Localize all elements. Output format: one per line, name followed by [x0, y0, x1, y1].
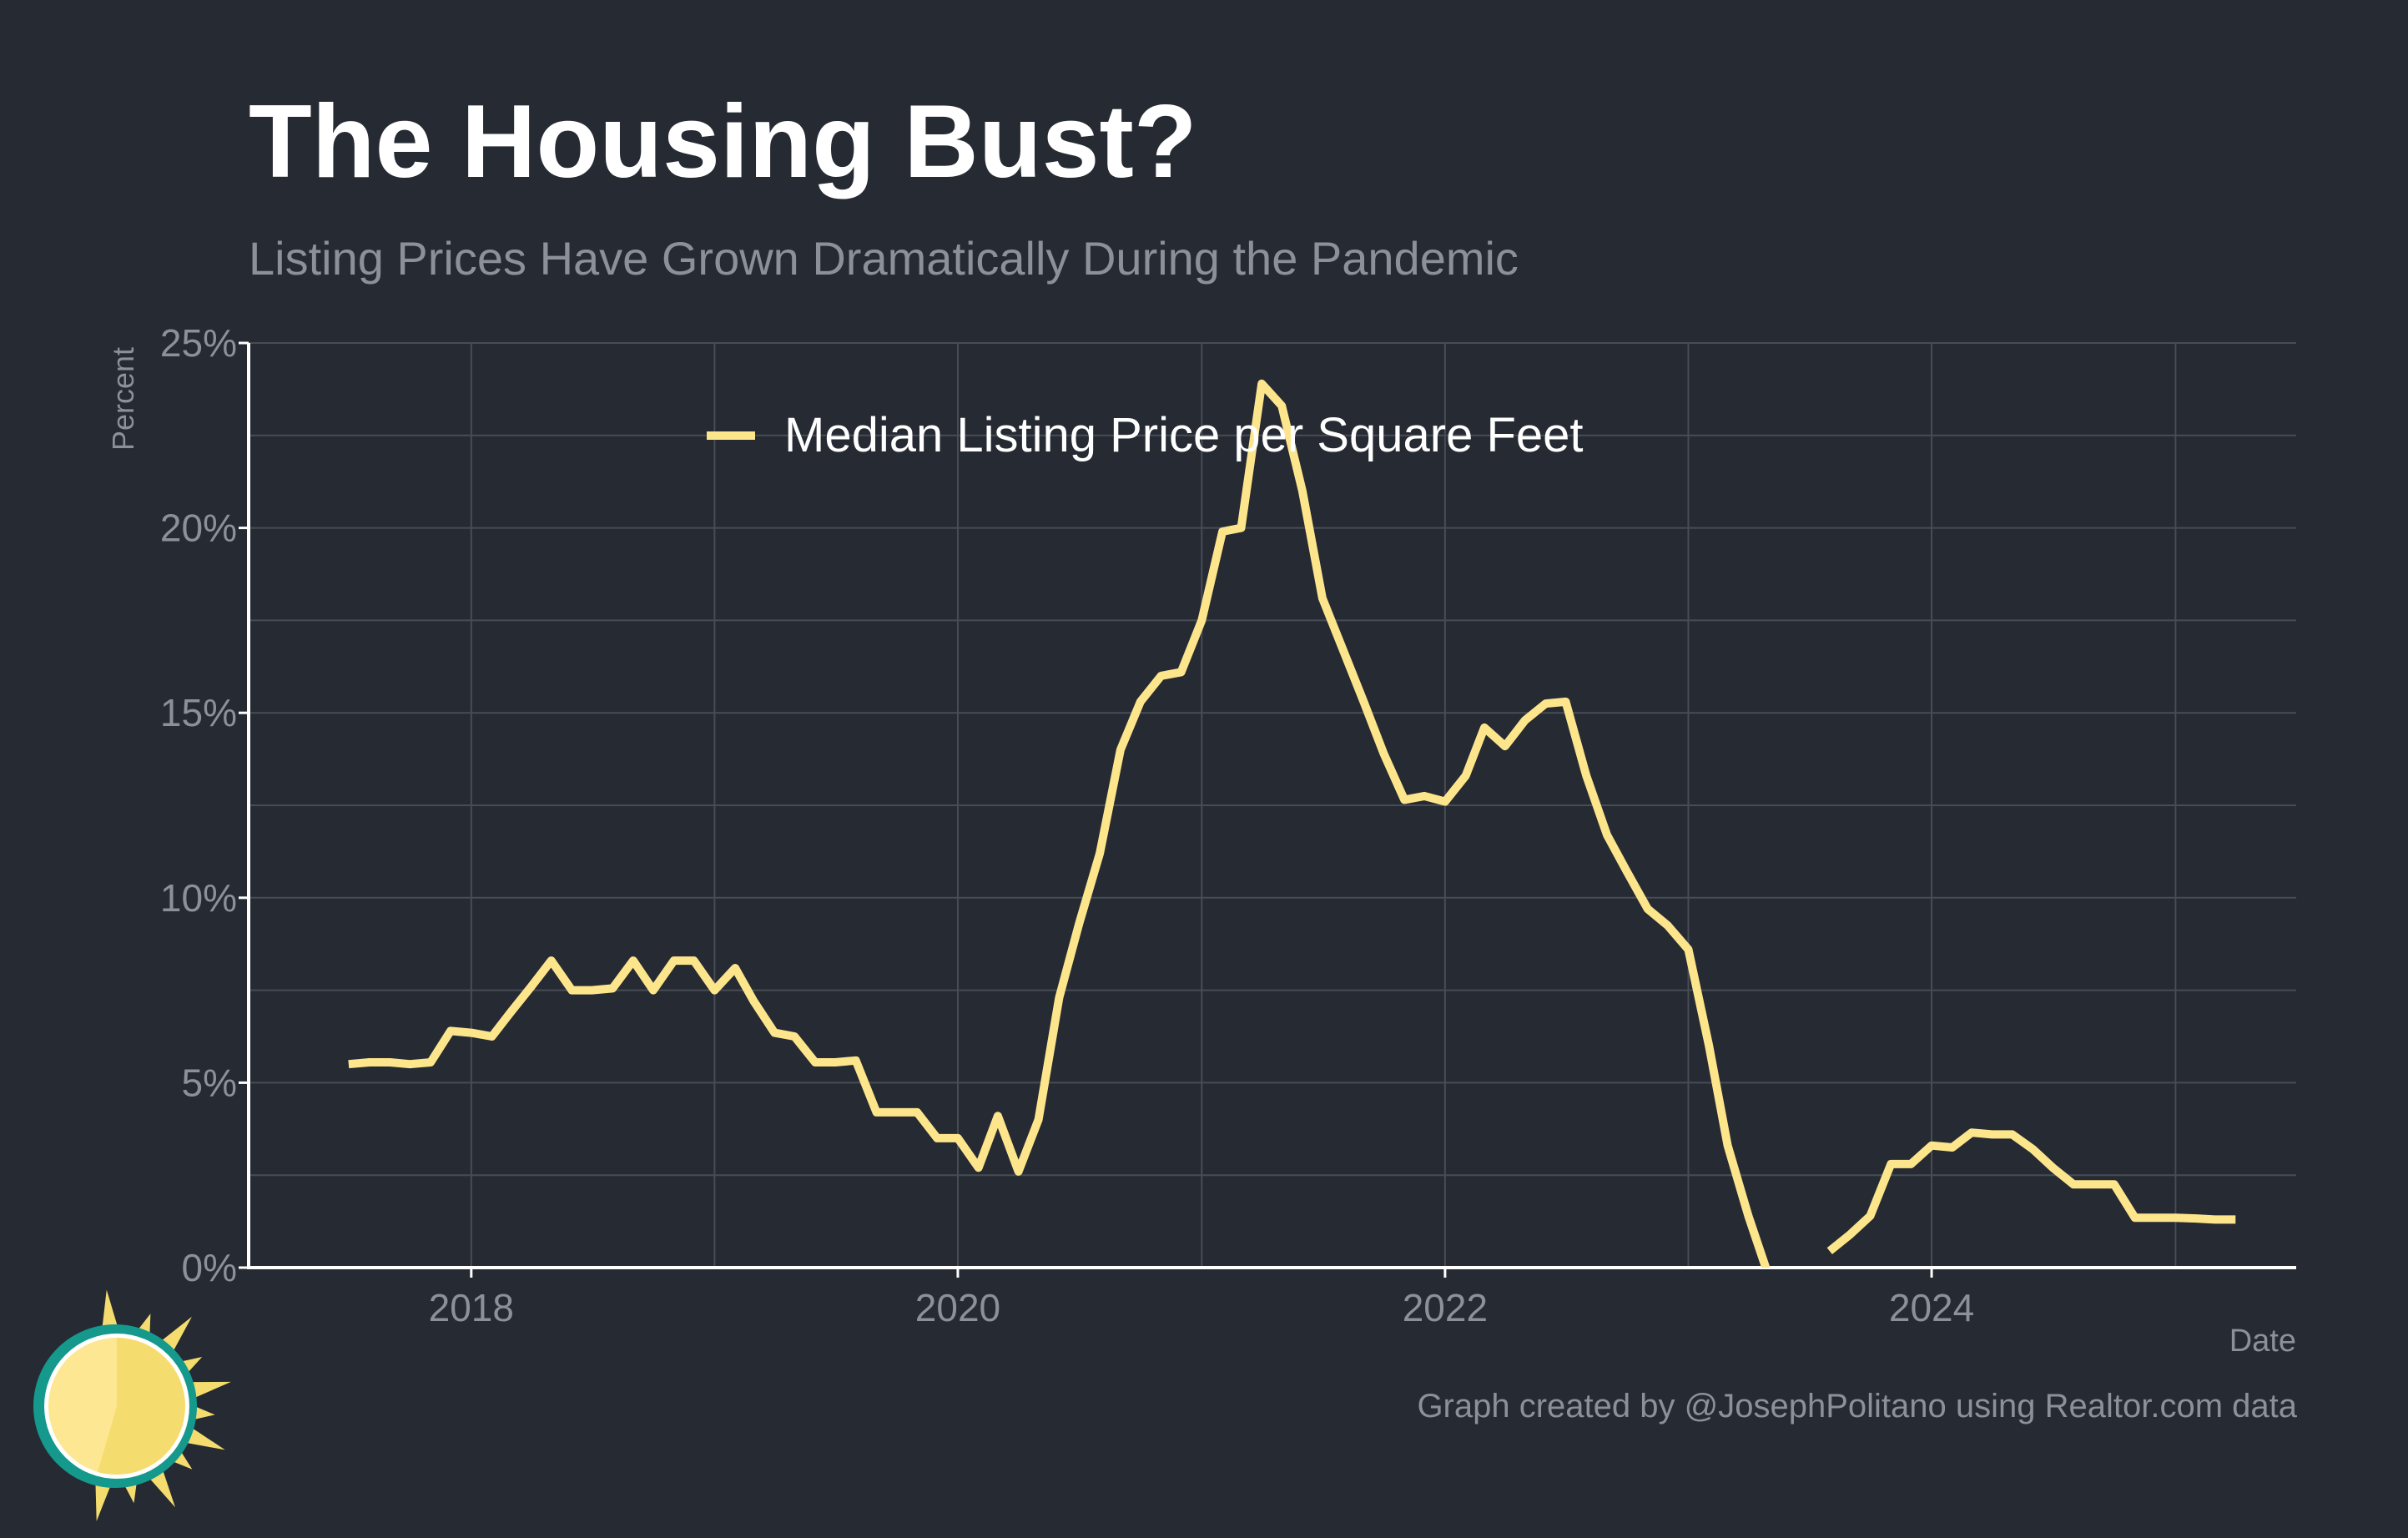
- x-tick-label: 2022: [1403, 1286, 1488, 1329]
- chart-subtitle: Listing Prices Have Grown Dramatically D…: [249, 232, 1519, 285]
- source-caption: Graph created by @JosephPolitano using R…: [1417, 1388, 2297, 1425]
- y-tick-label: 15%: [160, 691, 237, 734]
- chart-title: The Housing Bust?: [249, 84, 1197, 199]
- x-tick-label: 2020: [915, 1286, 1000, 1329]
- axes: [239, 341, 2296, 1278]
- x-tick-label: 2024: [1889, 1286, 1974, 1329]
- y-tick-label: 25%: [160, 321, 237, 365]
- x-tick-label: 2018: [429, 1286, 514, 1329]
- series-layer: [348, 379, 2236, 1268]
- legend: Median Listing Price per Square Feet: [707, 408, 1584, 462]
- legend-label: Median Listing Price per Square Feet: [784, 408, 1584, 462]
- y-tick-label: 0%: [182, 1246, 237, 1289]
- grid-lines: [249, 342, 2296, 1268]
- x-axis-title: Date: [2229, 1324, 2296, 1359]
- y-tick-label: 20%: [160, 507, 237, 550]
- series-line: [1826, 1128, 2236, 1254]
- sun-logo-icon: [33, 1289, 231, 1521]
- logo-sun-shade: [98, 1338, 185, 1475]
- y-tick-label: 5%: [182, 1061, 237, 1104]
- y-axis-title: Percent: [106, 347, 140, 451]
- series-line: [348, 379, 1771, 1268]
- y-tick-label: 10%: [160, 876, 237, 920]
- tick-labels: 0% 5% 10% 15% 20% 25% 2018 2020 2022 2024: [160, 321, 1974, 1329]
